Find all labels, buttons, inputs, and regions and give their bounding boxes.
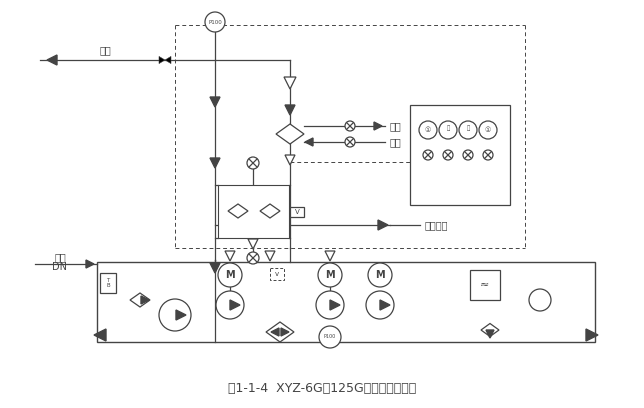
Text: v: v [275, 271, 279, 277]
Circle shape [345, 121, 355, 131]
Circle shape [345, 137, 355, 147]
Polygon shape [94, 329, 106, 341]
Circle shape [423, 150, 433, 160]
Text: V: V [294, 209, 299, 215]
Circle shape [318, 263, 342, 287]
Polygon shape [210, 97, 220, 107]
Bar [410, 105, 510, 205]
Text: 排污油口: 排污油口 [425, 220, 448, 230]
Polygon shape [276, 124, 304, 144]
Polygon shape [159, 56, 165, 64]
Circle shape [368, 263, 392, 287]
Text: M: M [325, 270, 335, 280]
Polygon shape [176, 310, 186, 320]
Circle shape [463, 150, 473, 160]
Circle shape [159, 299, 191, 331]
Polygon shape [266, 322, 294, 342]
Polygon shape [486, 330, 494, 338]
Polygon shape [265, 251, 275, 261]
Circle shape [218, 263, 242, 287]
Polygon shape [47, 55, 57, 65]
Text: M: M [375, 270, 385, 280]
Circle shape [529, 289, 551, 311]
Polygon shape [271, 328, 279, 336]
Text: ①: ① [425, 127, 431, 133]
Circle shape [459, 121, 477, 139]
Text: DN: DN [53, 262, 68, 272]
Polygon shape [228, 204, 248, 218]
Polygon shape [210, 263, 220, 273]
Text: 品: 品 [466, 125, 469, 131]
Polygon shape [481, 324, 499, 337]
Text: 出水: 出水 [390, 121, 402, 131]
Polygon shape [284, 77, 296, 89]
Text: P100: P100 [324, 335, 336, 339]
Circle shape [439, 121, 457, 139]
Polygon shape [330, 300, 340, 310]
Circle shape [419, 121, 437, 139]
Text: ①: ① [485, 127, 491, 133]
Circle shape [205, 12, 225, 32]
Polygon shape [210, 158, 220, 168]
Bar [97, 262, 595, 342]
Circle shape [443, 150, 453, 160]
Circle shape [247, 157, 259, 169]
Polygon shape [141, 296, 149, 304]
Polygon shape [378, 220, 388, 230]
Bar [218, 185, 289, 238]
Circle shape [483, 150, 493, 160]
Polygon shape [230, 300, 240, 310]
Text: P100: P100 [208, 20, 222, 24]
Polygon shape [380, 300, 390, 310]
Polygon shape [225, 251, 235, 261]
Circle shape [216, 291, 244, 319]
Polygon shape [281, 328, 289, 336]
Circle shape [247, 252, 259, 264]
Polygon shape [285, 155, 295, 165]
Bar [270, 268, 284, 280]
Bar [290, 207, 304, 217]
Text: M: M [225, 270, 235, 280]
Polygon shape [86, 260, 94, 268]
Polygon shape [305, 138, 313, 146]
Text: ≈: ≈ [480, 280, 489, 290]
Circle shape [316, 291, 344, 319]
Polygon shape [165, 56, 171, 64]
Circle shape [366, 291, 394, 319]
Polygon shape [285, 105, 295, 115]
Bar [100, 273, 116, 293]
Polygon shape [248, 239, 258, 249]
Text: 进水: 进水 [390, 137, 402, 147]
Polygon shape [374, 122, 382, 130]
Text: 品: 品 [446, 125, 450, 131]
Text: 回油: 回油 [54, 252, 66, 262]
Bar [470, 270, 500, 300]
Polygon shape [586, 329, 598, 341]
Text: 图1-1-4  XYZ-6G～125G型稀油站原理图: 图1-1-4 XYZ-6G～125G型稀油站原理图 [228, 381, 416, 395]
Polygon shape [130, 293, 150, 307]
Text: T
B: T B [106, 277, 110, 288]
Polygon shape [260, 204, 280, 218]
Text: 供油: 供油 [99, 45, 111, 55]
Polygon shape [325, 251, 335, 261]
Circle shape [319, 326, 341, 348]
Circle shape [479, 121, 497, 139]
